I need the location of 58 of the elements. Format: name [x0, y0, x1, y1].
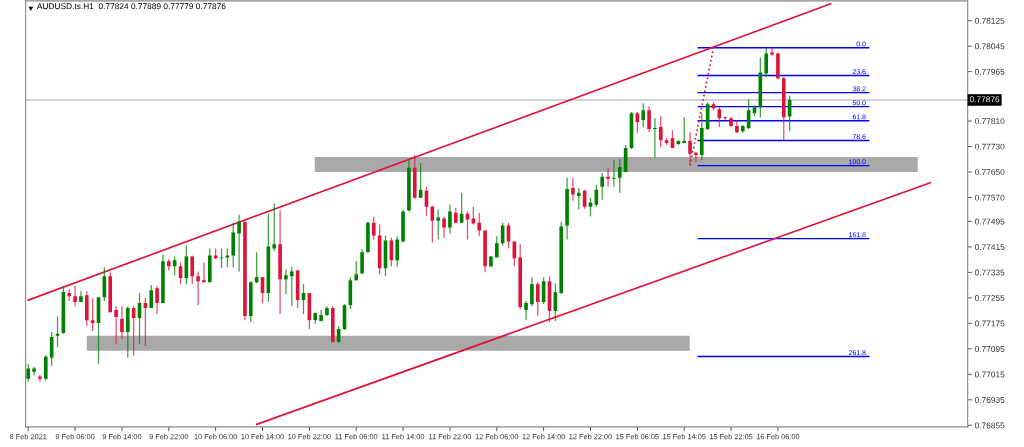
candlestick [231, 222, 236, 268]
candlestick [576, 187, 581, 211]
candlestick [360, 248, 364, 275]
candlestick [436, 208, 441, 241]
candlestick [682, 116, 687, 144]
candlestick [125, 305, 130, 359]
candlestick [535, 281, 540, 317]
candlestick [658, 115, 663, 148]
candlestick [73, 285, 77, 307]
y-tick-label: 0.77335 [974, 269, 1005, 276]
y-tick-label: 0.77495 [974, 218, 1005, 225]
candlestick [448, 204, 452, 235]
candlestick [653, 117, 657, 159]
chart-title: AUDUSD.ts.H1 0.77824 0.77889 0.77779 0.77876 [36, 3, 226, 10]
candlestick [694, 151, 698, 164]
candlestick [237, 214, 241, 273]
y-tick-label: 0.77965 [974, 68, 1005, 75]
y-tick-label: 0.78125 [974, 17, 1005, 24]
candlestick [612, 159, 616, 188]
candlestick [90, 297, 95, 332]
candlestick [641, 102, 646, 128]
y-tick-label: 0.77650 [974, 169, 1005, 176]
y-tick-label: 0.77015 [974, 371, 1005, 378]
candlestick [371, 215, 376, 241]
candlestick [477, 212, 482, 237]
ref-line-label: 0.77876 [969, 96, 1000, 103]
candlestick [114, 305, 118, 345]
candlestick [524, 300, 528, 321]
y-tick-label: 0.78045 [974, 43, 1005, 50]
candlestick [120, 305, 124, 340]
candlestick [196, 270, 200, 306]
candlestick [442, 215, 446, 239]
candlestick [571, 177, 575, 202]
candlestick [272, 202, 277, 252]
candlestick [647, 105, 651, 133]
y-tick-label: 0.77175 [974, 320, 1005, 327]
candlestick [289, 266, 294, 307]
candlestick [395, 235, 400, 267]
candlestick [32, 366, 36, 377]
y-tick-label: 0.77730 [974, 143, 1005, 150]
y-tick-label: 0.76935 [974, 397, 1005, 403]
candlestick [219, 247, 224, 269]
candlestick [764, 47, 769, 78]
y-tick-label: 0.77095 [974, 346, 1005, 352]
y-tick-label: 0.76855 [974, 422, 1005, 429]
candlestick [530, 276, 534, 307]
y-tick-label: 0.77810 [974, 118, 1005, 125]
candlestick [600, 172, 605, 201]
candlestick [155, 285, 159, 315]
candlestick [606, 167, 610, 188]
y-tick-label: 0.77255 [974, 295, 1005, 301]
candlestick [617, 158, 622, 194]
candlestick [284, 268, 288, 295]
y-tick-label: 0.77570 [974, 194, 1005, 201]
candlestick [38, 374, 42, 383]
y-tick-label: 0.77415 [974, 244, 1005, 250]
candlestick [43, 354, 48, 382]
candlestick [190, 254, 195, 285]
